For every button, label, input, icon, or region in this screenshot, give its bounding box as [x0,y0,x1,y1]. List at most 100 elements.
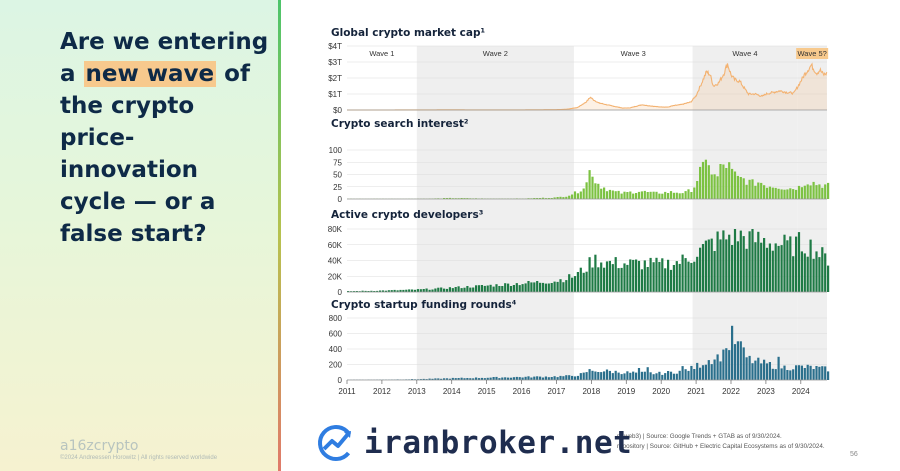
y-tick-search: 25 [333,183,342,192]
bar-funding [629,372,632,380]
bar-search [710,174,713,199]
bar-funding [463,378,466,380]
bar-developers [573,276,577,292]
bar-funding [550,377,553,380]
bar-developers [460,288,463,292]
divider-bar [278,0,281,471]
bar-developers [661,258,664,292]
bar-developers [754,242,757,292]
bar-developers [792,256,795,292]
bar-developers [579,267,582,292]
bar-funding [486,377,489,380]
bar-search [792,189,795,199]
bar-funding [731,325,734,381]
bar-search [556,197,559,199]
y-tick-search: 100 [329,146,343,155]
bar-funding [509,377,513,380]
bar-developers [492,286,495,292]
bar-search [687,189,690,199]
bar-search [457,198,460,199]
bar-funding [605,369,609,380]
bar-funding [530,377,533,380]
bar-developers [701,244,705,292]
bar-developers [626,264,629,292]
panel-title-developers: Active crypto developers³ [331,209,484,221]
bar-search [591,176,594,199]
y-tick-funding: 600 [329,330,343,339]
bar-search [733,171,737,199]
bar-developers [707,239,710,292]
bar-search [617,190,620,199]
bar-funding [748,355,751,380]
bar-funding [640,371,643,380]
bar-funding [501,377,504,380]
bar-search [713,174,716,199]
y-tick-market_cap: $3T [328,58,342,67]
bar-developers [518,285,521,292]
panel-title-funding: Crypto startup funding rounds⁴ [331,299,517,311]
y-tick-developers: 40K [328,257,343,266]
bar-search [664,191,667,199]
bar-funding [795,365,798,380]
bar-developers [440,287,443,292]
bar-search [789,188,792,199]
bar-funding [472,378,475,380]
wave-label-5: Wave 5? [797,49,826,58]
bar-funding [649,372,652,380]
bar-developers [617,268,620,292]
bar-developers [524,283,527,292]
bar-funding [579,373,582,380]
bar-funding [667,371,670,380]
bar-search [539,198,542,199]
bar-funding [710,364,713,380]
y-tick-market_cap: $1T [328,90,342,99]
bar-developers [448,287,451,292]
bar-developers [477,285,481,292]
bar-search [818,184,821,199]
bar-search [632,193,635,199]
bar-developers [809,239,812,292]
bar-developers [443,288,446,292]
y-tick-developers: 60K [328,241,343,250]
market-cap-area [347,63,827,110]
bar-developers [733,229,737,292]
bar-developers [635,259,638,292]
bar-funding [524,376,527,380]
bar-search [652,191,655,199]
bar-search [541,197,545,199]
bar-funding [562,376,565,380]
bar-developers [789,236,792,292]
panel-title-search: Crypto search interest² [331,118,469,130]
bar-funding [792,369,795,380]
bar-funding [757,357,760,380]
source-line-2: repository | Source: GitHub + Electric C… [617,443,825,450]
bar-funding [559,375,562,380]
bar-funding [818,366,821,380]
source-notes: n, web3) | Source: Google Trends + GTAB … [617,432,847,452]
bar-search [661,193,664,199]
bar-search [562,197,565,199]
bar-developers [748,231,751,292]
bar-search [728,162,731,199]
bar-search [571,194,574,199]
page-number: 56 [850,451,858,458]
bar-developers [672,265,675,292]
bar-funding [623,373,626,380]
bar-funding [763,359,766,380]
bar-funding [655,373,658,380]
bar-developers [349,291,353,292]
bar-funding [754,360,757,380]
source-line-1: n, web3) | Source: Google Trends + GTAB … [617,433,782,440]
bar-developers [434,288,437,292]
bar-funding [742,347,745,380]
bar-developers [568,274,571,292]
bar-developers [623,263,626,292]
bar-developers [390,290,393,292]
x-tick-2015: 2015 [478,387,496,396]
bar-developers [402,289,405,292]
bar-search [795,189,798,199]
bar-developers [600,262,603,292]
bar-search [824,184,827,199]
bar-search [603,187,606,199]
bar-search [786,189,789,199]
